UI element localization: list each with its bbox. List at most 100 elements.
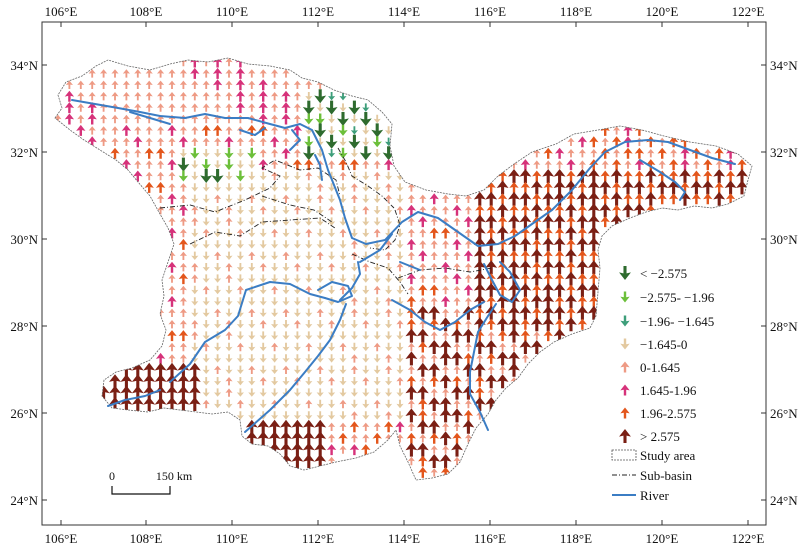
trend-arrow: [519, 340, 532, 354]
trend-arrow: [76, 124, 86, 136]
trend-arrow: [179, 149, 187, 158]
trend-arrow: [543, 181, 553, 193]
trend-arrow: [350, 194, 358, 203]
trend-arrow: [214, 365, 222, 374]
trend-arrow: [316, 228, 324, 238]
trend-arrow: [508, 260, 520, 275]
trend-arrow: [587, 191, 600, 206]
trend-arrow: [499, 365, 507, 374]
trend-arrow: [225, 240, 233, 249]
trend-arrow: [475, 387, 485, 399]
trend-arrow: [214, 160, 222, 169]
trend-arrow: [610, 191, 623, 206]
trend-arrow: [429, 375, 439, 387]
trend-arrow: [587, 203, 600, 218]
tick-top-116: 116°E: [474, 4, 506, 19]
trend-arrow: [396, 434, 404, 443]
trend-arrow: [328, 354, 336, 363]
trend-arrow: [328, 285, 336, 295]
trend-arrow: [519, 283, 532, 297]
trend-arrow: [428, 362, 441, 377]
trend-arrow: [463, 284, 474, 296]
tick-left-28: 28°N: [10, 319, 38, 334]
trend-arrow: [362, 354, 370, 363]
trend-arrow: [236, 388, 244, 397]
trend-arrow: [144, 147, 154, 159]
trend-arrow: [508, 237, 520, 252]
trend-arrow: [202, 274, 210, 283]
trend-arrow: [188, 374, 201, 389]
trend-arrow: [271, 365, 279, 374]
trend-arrow: [248, 228, 256, 238]
trend-arrow: [385, 411, 393, 420]
trend-arrow: [293, 217, 301, 226]
trend-arrow: [473, 214, 486, 229]
trend-arrow: [214, 320, 222, 329]
trend-arrow: [202, 251, 210, 260]
trend-arrow: [236, 399, 244, 409]
trend-arrow: [658, 160, 666, 169]
trend-arrow: [328, 251, 336, 260]
trend-arrow: [236, 377, 244, 386]
trend-arrow: [328, 217, 336, 226]
trend-arrow: [508, 317, 520, 332]
trend-arrow: [177, 397, 190, 411]
trend-arrow: [328, 297, 336, 306]
trend-arrow: [316, 274, 324, 283]
tick-bottom-122: 122°E: [732, 531, 765, 546]
trend-arrow: [339, 331, 347, 340]
trend-arrow: [236, 320, 244, 329]
trend-arrow: [407, 228, 415, 238]
trend-arrow: [271, 297, 279, 306]
trend-arrow: [396, 194, 404, 203]
trend-arrow: [542, 214, 555, 229]
trend-arrow: [179, 69, 187, 78]
trend-arrow: [613, 149, 621, 158]
scale-bar: 0 150 km: [109, 469, 193, 495]
trend-arrow: [157, 137, 165, 146]
trend-arrow: [542, 294, 555, 309]
trend-arrow: [248, 320, 256, 329]
trend-arrow: [440, 227, 451, 239]
trend-arrow: [248, 137, 256, 146]
sub-basin-line: [189, 217, 336, 245]
trend-arrow: [373, 422, 381, 431]
trend-arrow: [305, 171, 313, 181]
trend-arrow: [667, 180, 680, 195]
trend-arrow: [475, 307, 485, 319]
trend-arrow: [350, 206, 358, 215]
trend-arrow: [496, 203, 509, 218]
trend-arrow: [168, 206, 176, 215]
trend-arrow: [134, 160, 142, 169]
trend-arrow: [714, 181, 724, 193]
trend-arrow: [168, 285, 176, 295]
trend-arrow: [177, 374, 190, 389]
trend-arrow: [236, 160, 244, 169]
trend-arrow: [396, 411, 404, 420]
sub-basin-line: [337, 147, 395, 209]
trend-arrow: [316, 331, 324, 340]
trend-arrow: [167, 159, 177, 171]
tick-bottom-116: 116°E: [474, 531, 506, 546]
trend-arrow: [211, 169, 224, 183]
trend-arrow: [339, 422, 347, 431]
trend-arrow: [271, 354, 279, 363]
trend-arrow: [282, 274, 290, 283]
legend-arrow-symbol: [620, 361, 630, 373]
trend-arrow: [236, 354, 244, 363]
trend-arrow: [191, 206, 199, 215]
trend-arrow: [282, 251, 290, 260]
legend-label-river: River: [640, 488, 670, 503]
trend-arrow: [463, 250, 474, 262]
trend-arrow: [464, 434, 472, 443]
trend-arrow: [339, 171, 347, 181]
trend-arrow: [348, 134, 361, 149]
trend-arrow: [520, 181, 531, 193]
trend-arrow: [442, 445, 450, 454]
trend-arrow: [622, 180, 634, 195]
tick-top-108: 108°E: [130, 4, 163, 19]
trend-arrow: [623, 170, 633, 182]
trend-arrow: [337, 112, 349, 126]
trend-arrow: [214, 194, 222, 203]
